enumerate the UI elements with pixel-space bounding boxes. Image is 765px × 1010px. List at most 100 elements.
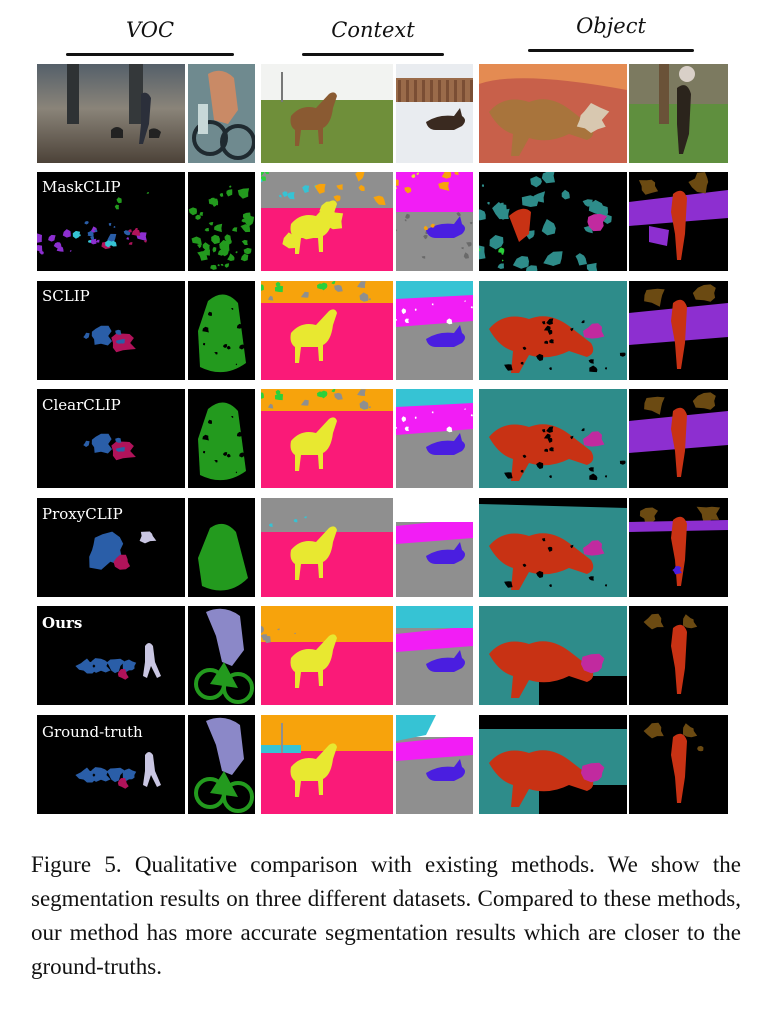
panel-proxyclip-object-2 [629, 498, 728, 597]
panel-proxyclip-object-1 [479, 498, 627, 597]
column-header-underline [66, 53, 234, 56]
panel-ours-voc-1 [37, 606, 185, 705]
panel-maskclip-context-2 [396, 172, 473, 271]
panel-image-object-2 [629, 64, 728, 163]
panel-clearclip-object-2 [629, 389, 728, 488]
panel-clearclip-context-2 [396, 389, 473, 488]
segmentation-map-voc-2 [188, 715, 255, 814]
panel-maskclip-voc-1 [37, 172, 185, 271]
panel-ground-truth-voc-2 [188, 715, 255, 814]
panel-clearclip-context-1 [261, 389, 393, 488]
panel-ground-truth-voc-1 [37, 715, 185, 814]
segmentation-map-voc-1 [37, 172, 185, 271]
segmentation-map-voc-1 [37, 389, 185, 488]
segmentation-map-voc-2 [188, 172, 255, 271]
segmentation-map-voc-2 [188, 606, 255, 705]
segmentation-map-object-2 [629, 281, 728, 380]
segmentation-map-object-1 [479, 715, 627, 814]
panel-proxyclip-voc-2 [188, 498, 255, 597]
column-header-context: Context [302, 18, 444, 58]
input-image-object-2 [629, 64, 728, 163]
panel-clearclip-voc-1 [37, 389, 185, 488]
column-header-voc-label: VOC [125, 18, 175, 42]
panel-proxyclip-voc-1 [37, 498, 185, 597]
segmentation-map-object-1 [479, 389, 627, 488]
panel-ground-truth-object-2 [629, 715, 728, 814]
column-header-object-label: Object [576, 14, 646, 38]
column-header-underline [528, 49, 694, 52]
panel-image-context-1 [261, 64, 393, 163]
segmentation-map-voc-1 [37, 715, 185, 814]
panel-sclip-context-2 [396, 281, 473, 380]
segmentation-map-object-2 [629, 498, 728, 597]
segmentation-map-object-2 [629, 389, 728, 488]
row-label-clearclip: ClearCLIP [42, 396, 121, 414]
column-header-underline [302, 53, 444, 56]
panel-proxyclip-context-2 [396, 498, 473, 597]
segmentation-map-context-2 [396, 498, 473, 597]
panel-ours-object-1 [479, 606, 627, 705]
segmentation-map-context-2 [396, 606, 473, 705]
panel-maskclip-object-1 [479, 172, 627, 271]
segmentation-map-object-1 [479, 606, 627, 705]
column-header-context-label: Context [331, 18, 415, 42]
input-image-context-2 [396, 64, 473, 163]
panel-ours-context-2 [396, 606, 473, 705]
panel-image-voc-2 [188, 64, 255, 163]
panel-ours-object-2 [629, 606, 728, 705]
segmentation-map-object-2 [629, 172, 728, 271]
column-header-voc: VOC [66, 18, 234, 58]
segmentation-map-object-1 [479, 498, 627, 597]
row-label-proxyclip: ProxyCLIP [42, 505, 123, 523]
panel-proxyclip-context-1 [261, 498, 393, 597]
panel-sclip-voc-1 [37, 281, 185, 380]
segmentation-map-context-1 [261, 606, 393, 705]
segmentation-map-object-2 [629, 715, 728, 814]
segmentation-map-voc-2 [188, 498, 255, 597]
segmentation-figure-grid [37, 64, 728, 814]
segmentation-map-context-1 [261, 498, 393, 597]
panel-clearclip-object-1 [479, 389, 627, 488]
panel-image-voc-1 [37, 64, 185, 163]
panel-maskclip-voc-2 [188, 172, 255, 271]
panel-ground-truth-context-2 [396, 715, 473, 814]
segmentation-map-context-2 [396, 281, 473, 380]
input-image-voc-2 [188, 64, 255, 163]
panel-sclip-object-1 [479, 281, 627, 380]
input-image-context-1 [261, 64, 393, 163]
segmentation-map-context-2 [396, 172, 473, 271]
segmentation-map-object-2 [629, 606, 728, 705]
row-label-ours: Ours [42, 614, 83, 632]
panel-ground-truth-object-1 [479, 715, 627, 814]
panel-ours-context-1 [261, 606, 393, 705]
segmentation-map-context-2 [396, 389, 473, 488]
panel-clearclip-voc-2 [188, 389, 255, 488]
panel-ours-voc-2 [188, 606, 255, 705]
segmentation-map-voc-1 [37, 281, 185, 380]
column-header-object: Object [528, 14, 694, 54]
segmentation-map-voc-1 [37, 498, 185, 597]
input-image-object-1 [479, 64, 627, 163]
segmentation-map-context-1 [261, 715, 393, 814]
panel-image-object-1 [479, 64, 627, 163]
segmentation-map-context-1 [261, 281, 393, 380]
segmentation-map-object-1 [479, 281, 627, 380]
row-label-ground-truth: Ground-truth [42, 723, 143, 741]
segmentation-map-voc-2 [188, 281, 255, 380]
segmentation-map-context-2 [396, 715, 473, 814]
row-label-maskclip: MaskCLIP [42, 178, 121, 196]
panel-image-context-2 [396, 64, 473, 163]
figure-caption: Figure 5. Qualitative comparison with ex… [31, 852, 741, 979]
panel-sclip-object-2 [629, 281, 728, 380]
panel-maskclip-object-2 [629, 172, 728, 271]
segmentation-map-context-1 [261, 172, 393, 271]
segmentation-map-voc-2 [188, 389, 255, 488]
row-label-sclip: SCLIP [42, 287, 90, 305]
segmentation-map-object-1 [479, 172, 627, 271]
panel-sclip-voc-2 [188, 281, 255, 380]
segmentation-map-voc-1 [37, 606, 185, 705]
segmentation-map-context-1 [261, 389, 393, 488]
panel-maskclip-context-1 [261, 172, 393, 271]
input-image-voc-1 [37, 64, 185, 163]
panel-sclip-context-1 [261, 281, 393, 380]
